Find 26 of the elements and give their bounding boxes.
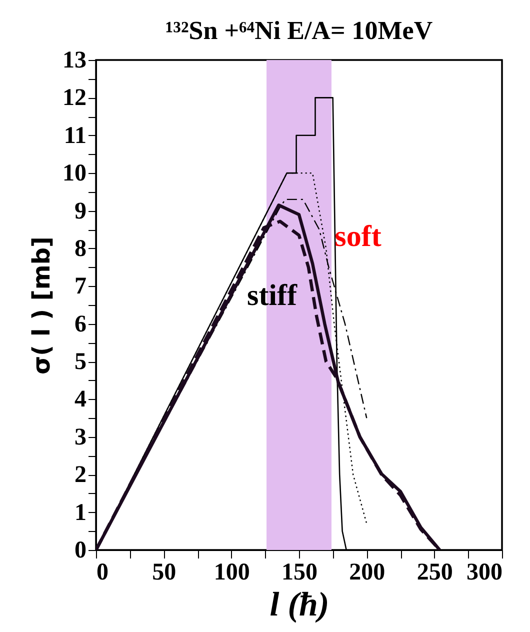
y-tick-label: 8 <box>74 236 86 262</box>
y-tick-label: 9 <box>74 198 86 224</box>
y-tick-label: 13 <box>62 48 86 74</box>
y-tick-label: 12 <box>62 85 86 112</box>
y-tick-label: 4 <box>74 386 86 413</box>
y-tick-label: 5 <box>74 349 86 376</box>
x-axis-title: l (ħ) <box>270 586 330 624</box>
x-tick-label: 200 <box>349 560 386 586</box>
y-tick-label: 6 <box>74 311 86 338</box>
y-tick-label: 11 <box>64 122 86 149</box>
annotation: soft <box>334 220 382 253</box>
y-tick-label: 10 <box>62 160 86 187</box>
x-tick-label: 50 <box>152 560 176 586</box>
y-tick-label: 1 <box>74 500 86 526</box>
annotation: stiff <box>247 279 298 312</box>
y-tick-label: 0 <box>74 538 86 564</box>
y-tick-label: 7 <box>74 274 86 300</box>
x-tick-label: 250 <box>416 560 453 586</box>
x-tick-label: 300 <box>466 560 502 586</box>
x-tick-label: 100 <box>214 560 250 586</box>
x-tick-label: 150 <box>282 560 318 586</box>
y-axis-title: σ( l ) [mb] <box>28 236 56 375</box>
chart-title: ¹³²Sn +⁶⁴Ni E/A= 10MeV <box>165 16 433 45</box>
y-tick-label: 3 <box>74 424 86 450</box>
y-tick-label: 2 <box>74 462 86 488</box>
x-tick-label: 0 <box>96 560 108 586</box>
